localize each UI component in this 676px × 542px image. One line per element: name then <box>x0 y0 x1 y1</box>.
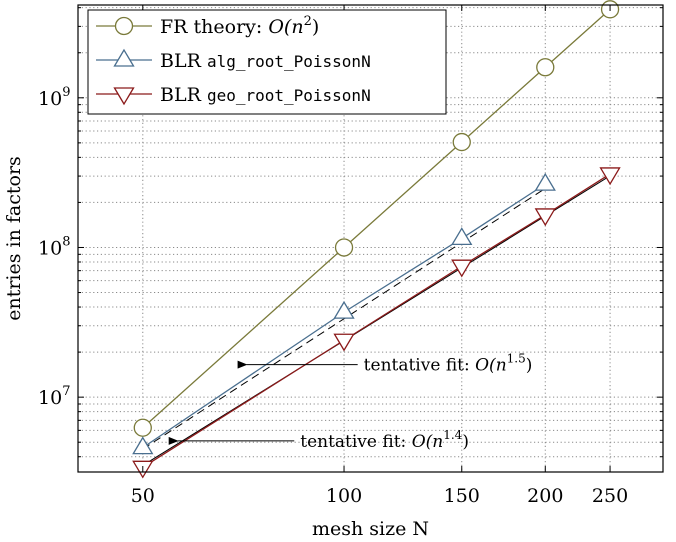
tick-layer: 50 100 150 200 250 107 108 109 <box>38 5 663 507</box>
data-point <box>451 259 473 278</box>
data-point <box>133 418 152 437</box>
legend-marker <box>114 16 134 36</box>
data-point <box>534 172 556 191</box>
series-line <box>142 183 546 449</box>
series-3 <box>132 167 621 479</box>
annotation-text: tentative fit: O(n1.4) <box>300 428 469 452</box>
x-axis-label: mesh size N <box>312 518 429 540</box>
data-point <box>536 58 555 77</box>
plot-frame <box>77 4 664 473</box>
x-tick-label: 150 <box>444 485 480 507</box>
x-tick-label: 50 <box>131 485 155 507</box>
annotation-layer: tentative fit: O(n1.5) tentative fit: O(n… <box>168 352 533 452</box>
legend-marker <box>113 48 135 67</box>
legend-marker <box>113 87 135 106</box>
legend-label: BLR geo_root_PoissonN <box>160 84 371 106</box>
data-point <box>452 132 471 152</box>
data-point <box>534 208 556 227</box>
x-tick-label: 200 <box>527 485 563 507</box>
legend-entry: FR theory: O(n2) <box>96 14 319 38</box>
legend-entry: BLR geo_root_PoissonN <box>96 84 371 106</box>
y-tick-label: 107 <box>38 384 70 409</box>
x-tick-label: 250 <box>592 485 628 507</box>
legend-label: FR theory: O(n2) <box>160 14 319 38</box>
data-point <box>334 238 354 257</box>
data-point <box>132 436 154 455</box>
y-axis-label: entries in factors <box>3 156 25 321</box>
x-tick-label: 100 <box>326 485 362 507</box>
y-tick-label: 109 <box>38 85 70 110</box>
series-2 <box>132 172 556 455</box>
data-point <box>333 300 355 319</box>
legend: FR theory: O(n2) BLR alg_root_PoissonN BLR… <box>87 9 447 115</box>
legend-entry: BLR alg_root_PoissonN <box>96 48 371 72</box>
data-point <box>333 333 355 352</box>
annotation-text: tentative fit: O(n1.5) <box>364 352 533 376</box>
data-point <box>599 167 621 186</box>
legend-label: BLR alg_root_PoissonN <box>160 50 371 72</box>
legend-box <box>87 9 447 115</box>
y-tick-label: 108 <box>38 234 70 259</box>
data-point <box>451 227 473 246</box>
